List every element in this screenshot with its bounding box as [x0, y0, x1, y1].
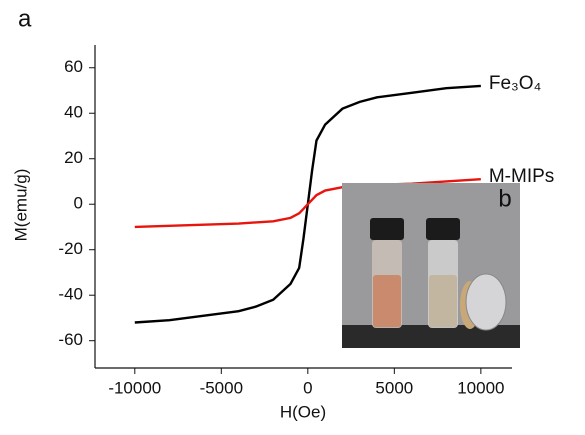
- y-axis-label: M(emu/g): [11, 169, 30, 242]
- x-tick-label: -5000: [200, 378, 243, 397]
- panel-label: a: [18, 5, 32, 32]
- x-tick-label: 10000: [457, 378, 504, 397]
- series-label: M-MIPs: [489, 166, 554, 187]
- series-label: Fe₃O₄: [489, 73, 542, 94]
- y-tick-label: 20: [64, 148, 83, 167]
- x-tick-label: 0: [303, 378, 312, 397]
- x-tick-label: -10000: [108, 378, 161, 397]
- y-tick-label: 40: [64, 103, 83, 122]
- y-tick-label: -20: [58, 239, 83, 258]
- y-tick-label: -40: [58, 285, 83, 304]
- inset-photo: b: [342, 183, 520, 348]
- vial-cap: [370, 218, 404, 240]
- y-tick-label: 60: [64, 57, 83, 76]
- plot-area: -60 -40 -20 0 20 40 60 -10000 -5000 0 5000 10000: [58, 45, 512, 397]
- x-tick-label: 5000: [375, 378, 413, 397]
- y-tick-label: 0: [74, 194, 83, 213]
- inset-label: b: [498, 185, 511, 212]
- vial-liquid: [429, 275, 457, 327]
- y-tick-label: -60: [58, 330, 83, 349]
- vial-cap: [426, 218, 460, 240]
- vial-liquid: [373, 275, 401, 327]
- photo-table: [342, 325, 520, 348]
- x-axis-label: H(Oe): [280, 402, 326, 421]
- foil-magnet: [465, 273, 507, 331]
